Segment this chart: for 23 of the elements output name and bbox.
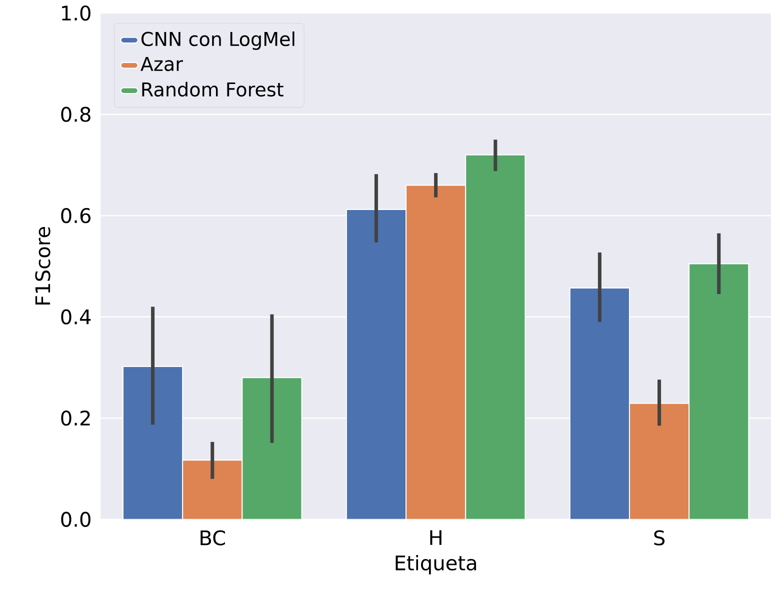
bar [242,378,302,520]
y-tick-label: 0.4 [61,309,91,324]
y-tick-label: 0.0 [61,512,90,527]
bar [688,263,750,520]
x-axis-title: Etiqueta [396,555,476,574]
x-tick-label: BC [200,530,226,546]
bar [628,402,690,520]
bar [346,210,406,520]
y-tick-label: 0.8 [61,106,90,122]
bar [182,460,242,520]
bar [466,154,526,520]
legend-label: CNN con LogMel [141,31,294,50]
y-tick-label: 1.0 [62,6,90,21]
legend-label: Azar [140,56,183,72]
x-tick-label: S [654,530,665,546]
y-tick-label: 0.2 [61,410,90,426]
y-axis-title: F1Score [35,227,50,305]
bar [406,185,466,520]
bar [569,288,630,520]
y-tick-label: 0.6 [61,208,90,224]
legend-label: Random Forest [142,82,284,97]
x-tick-label: H [430,530,442,545]
bar [123,366,183,520]
